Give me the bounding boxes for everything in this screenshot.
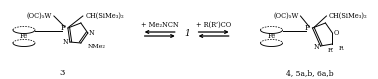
Text: N: N	[89, 29, 94, 37]
Text: (OC)₅W: (OC)₅W	[273, 12, 299, 20]
Text: 1: 1	[185, 29, 191, 38]
Text: CH(SiMe₃)₂: CH(SiMe₃)₂	[328, 12, 367, 20]
Text: N: N	[63, 38, 69, 46]
Text: O: O	[334, 29, 339, 37]
Text: Fe: Fe	[20, 32, 28, 41]
Text: 4, 5a,b, 6a,b: 4, 5a,b, 6a,b	[286, 69, 333, 77]
Text: + Me₂NCN: + Me₂NCN	[141, 21, 178, 29]
Text: R’: R’	[327, 49, 333, 53]
Text: N: N	[314, 43, 319, 51]
Text: R: R	[339, 46, 344, 50]
Text: P: P	[305, 24, 310, 32]
Text: (OC)₅W: (OC)₅W	[27, 12, 52, 20]
Text: P: P	[60, 24, 65, 32]
Text: Fe: Fe	[267, 32, 276, 41]
Text: NMe₂: NMe₂	[88, 44, 106, 49]
Text: 3: 3	[59, 69, 65, 77]
Text: CH(SiMe₃)₂: CH(SiMe₃)₂	[86, 12, 124, 20]
Text: + R(R’)CO: + R(R’)CO	[196, 21, 231, 29]
